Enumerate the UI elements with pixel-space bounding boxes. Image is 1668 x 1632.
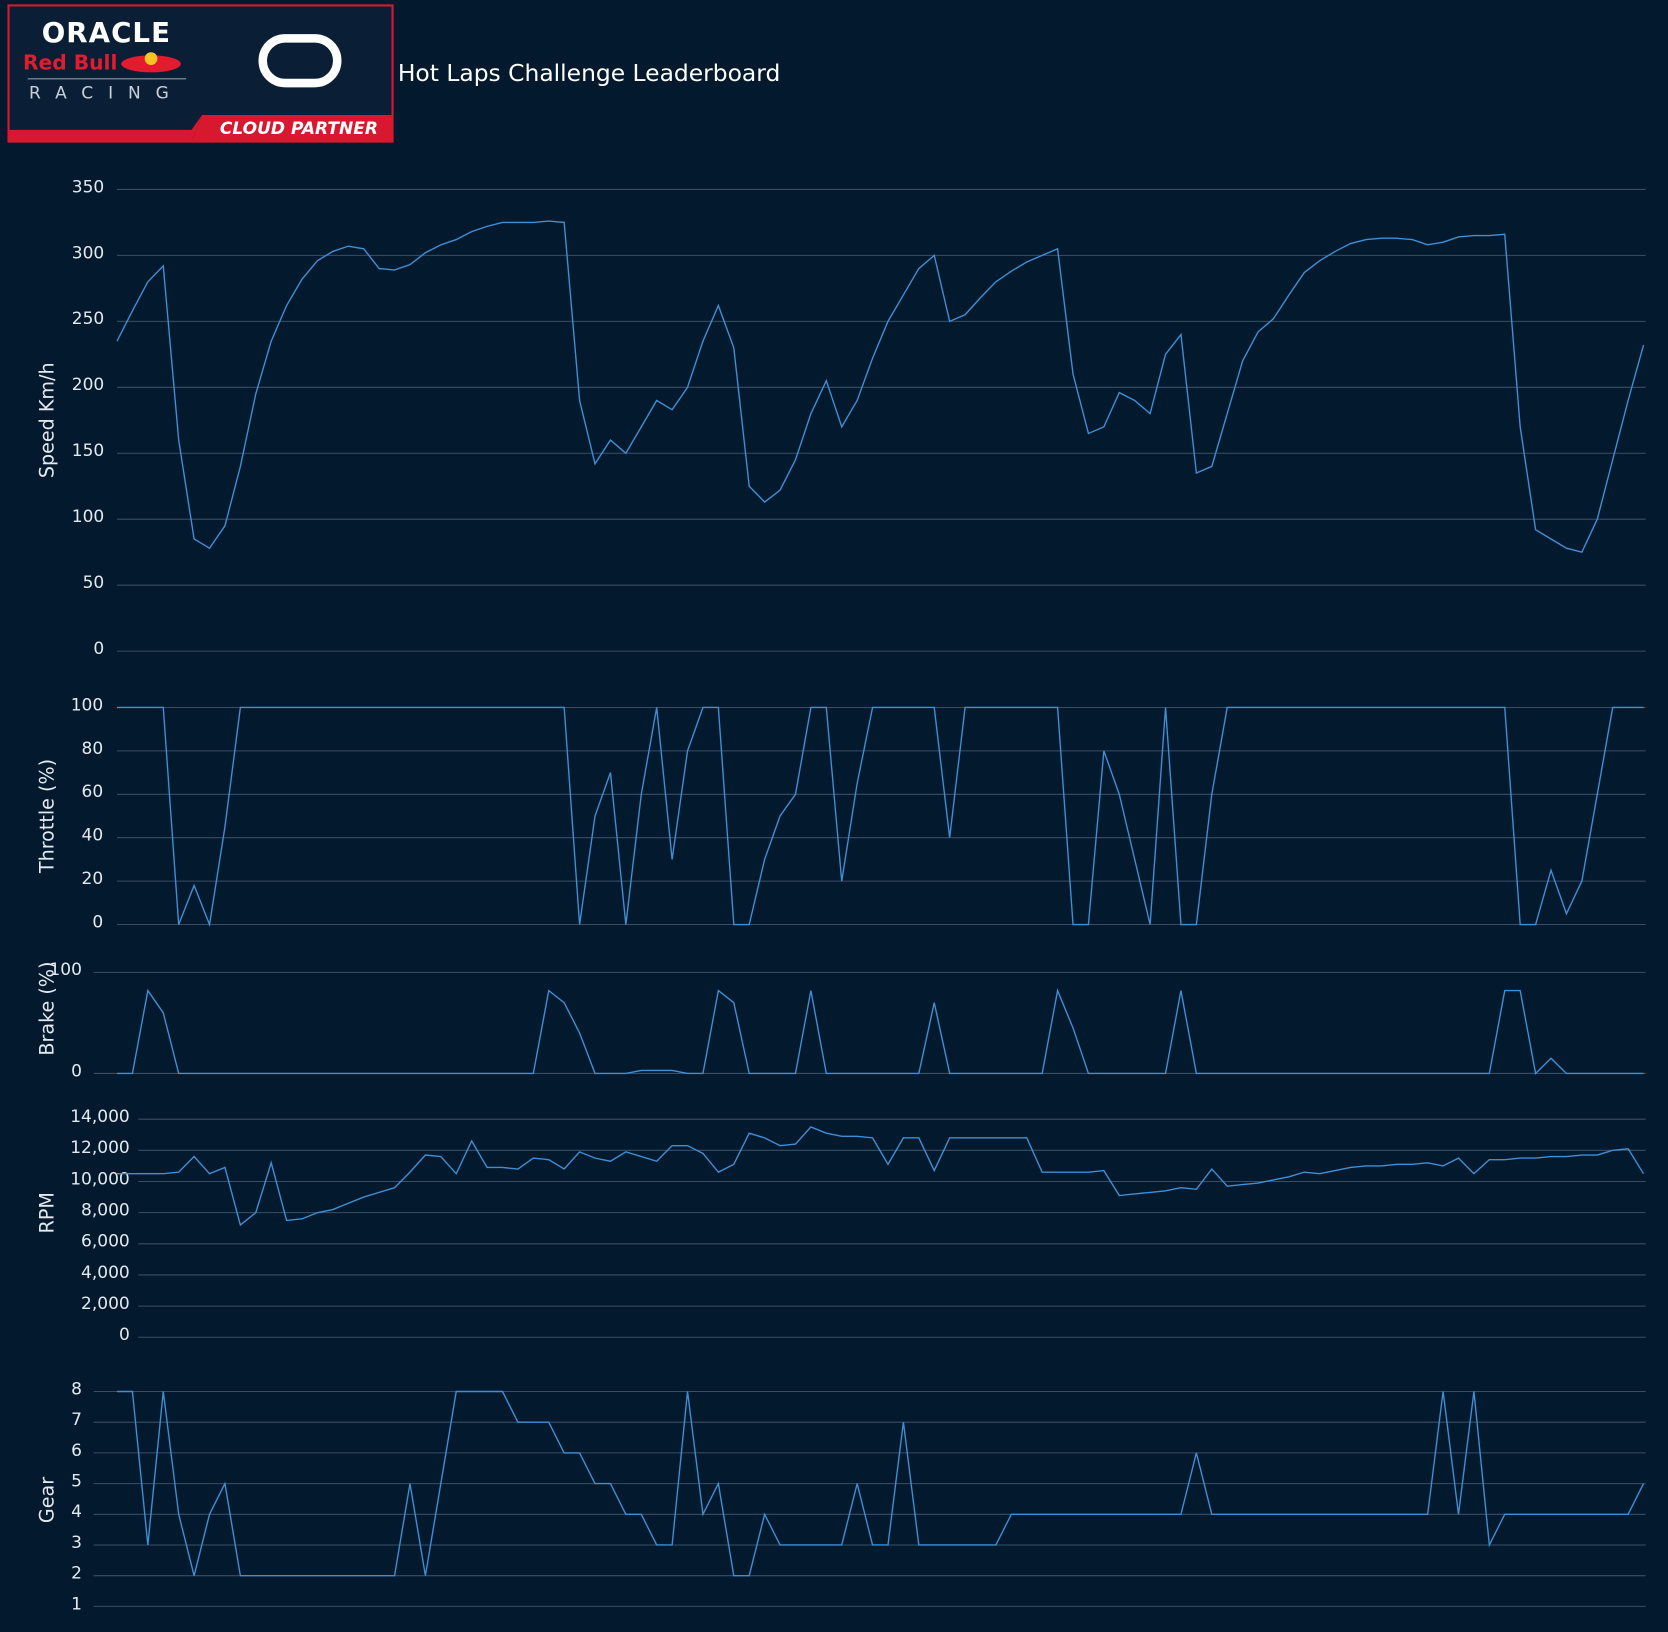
logo-strip-left xyxy=(8,114,203,142)
y-tick-label: 300 xyxy=(72,243,104,263)
logo-sun xyxy=(144,52,158,65)
y-tick-label: 0 xyxy=(71,1061,82,1081)
chart-panel: 0 20 40 60 80 100 Throttle (%) xyxy=(35,695,1646,932)
chart-panel: 0 2,000 4,000 6,000 8,000 10,000 12,000 14,000 R… xyxy=(35,1107,1646,1345)
y-axis-label: Gear xyxy=(35,1477,58,1523)
y-tick-label: 4,000 xyxy=(81,1263,130,1283)
y-tick-label: 2,000 xyxy=(81,1294,130,1314)
chart-panel: 0 50 100 150 200 250 300 350 Speed Km/h xyxy=(35,177,1646,659)
y-tick-label: 350 xyxy=(72,177,104,197)
y-tick-label: 0 xyxy=(119,1325,130,1345)
y-tick-label: 100 xyxy=(49,960,81,980)
logo-strip xyxy=(191,114,393,142)
y-tick-label: 3 xyxy=(71,1533,82,1553)
y-tick-label: 6,000 xyxy=(81,1232,130,1252)
y-tick-label: 2 xyxy=(71,1564,82,1584)
logo-oracle-o xyxy=(258,34,342,88)
y-tick-label: 50 xyxy=(83,573,105,593)
y-axis-label: Speed Km/h xyxy=(35,362,58,478)
logo-racing: RACING xyxy=(29,84,184,104)
y-tick-label: 7 xyxy=(71,1410,82,1430)
page-title: Hot Laps Challenge Leaderboard xyxy=(398,59,780,87)
y-axis-label: RPM xyxy=(35,1192,58,1233)
logo-red-bull: Red Bull xyxy=(23,50,117,74)
data-line xyxy=(117,988,1644,1075)
y-tick-label: 60 xyxy=(82,782,104,802)
data-line xyxy=(117,1126,1645,1227)
y-axis-label: Brake (%) xyxy=(35,962,58,1056)
y-tick-label: 20 xyxy=(82,869,104,889)
y-tick-label: 4 xyxy=(71,1502,82,1522)
y-tick-label: 8 xyxy=(71,1379,82,1399)
y-tick-label: 14,000 xyxy=(70,1107,130,1127)
y-tick-label: 100 xyxy=(71,695,103,715)
y-tick-label: 12,000 xyxy=(70,1138,130,1158)
logo-partner: CLOUD PARTNER xyxy=(220,119,378,139)
logo-oracle: ORACLE xyxy=(42,16,171,49)
y-tick-label: 8,000 xyxy=(81,1201,130,1221)
y-tick-label: 6 xyxy=(71,1441,82,1461)
y-tick-label: 0 xyxy=(92,912,103,932)
y-tick-label: 40 xyxy=(82,826,104,846)
y-tick-label: 250 xyxy=(72,309,104,329)
y-tick-label: 10,000 xyxy=(70,1169,130,1189)
data-line xyxy=(116,220,1645,553)
chart-panel: 1 2 3 4 5 6 7 8 Gear xyxy=(35,1379,1646,1614)
y-tick-label: 80 xyxy=(82,739,104,759)
y-tick-label: 5 xyxy=(71,1471,82,1491)
y-tick-label: 0 xyxy=(93,639,104,659)
data-line xyxy=(117,1390,1645,1577)
y-tick-label: 100 xyxy=(72,507,104,527)
data-line xyxy=(117,706,1644,928)
y-tick-label: 200 xyxy=(72,375,104,395)
y-tick-label: 1 xyxy=(71,1594,82,1614)
y-tick-label: 150 xyxy=(72,441,104,461)
logo: ORACLE Red Bull RACING CLOUD PARTNER xyxy=(7,4,394,143)
y-axis-label: Throttle (%) xyxy=(35,759,58,874)
